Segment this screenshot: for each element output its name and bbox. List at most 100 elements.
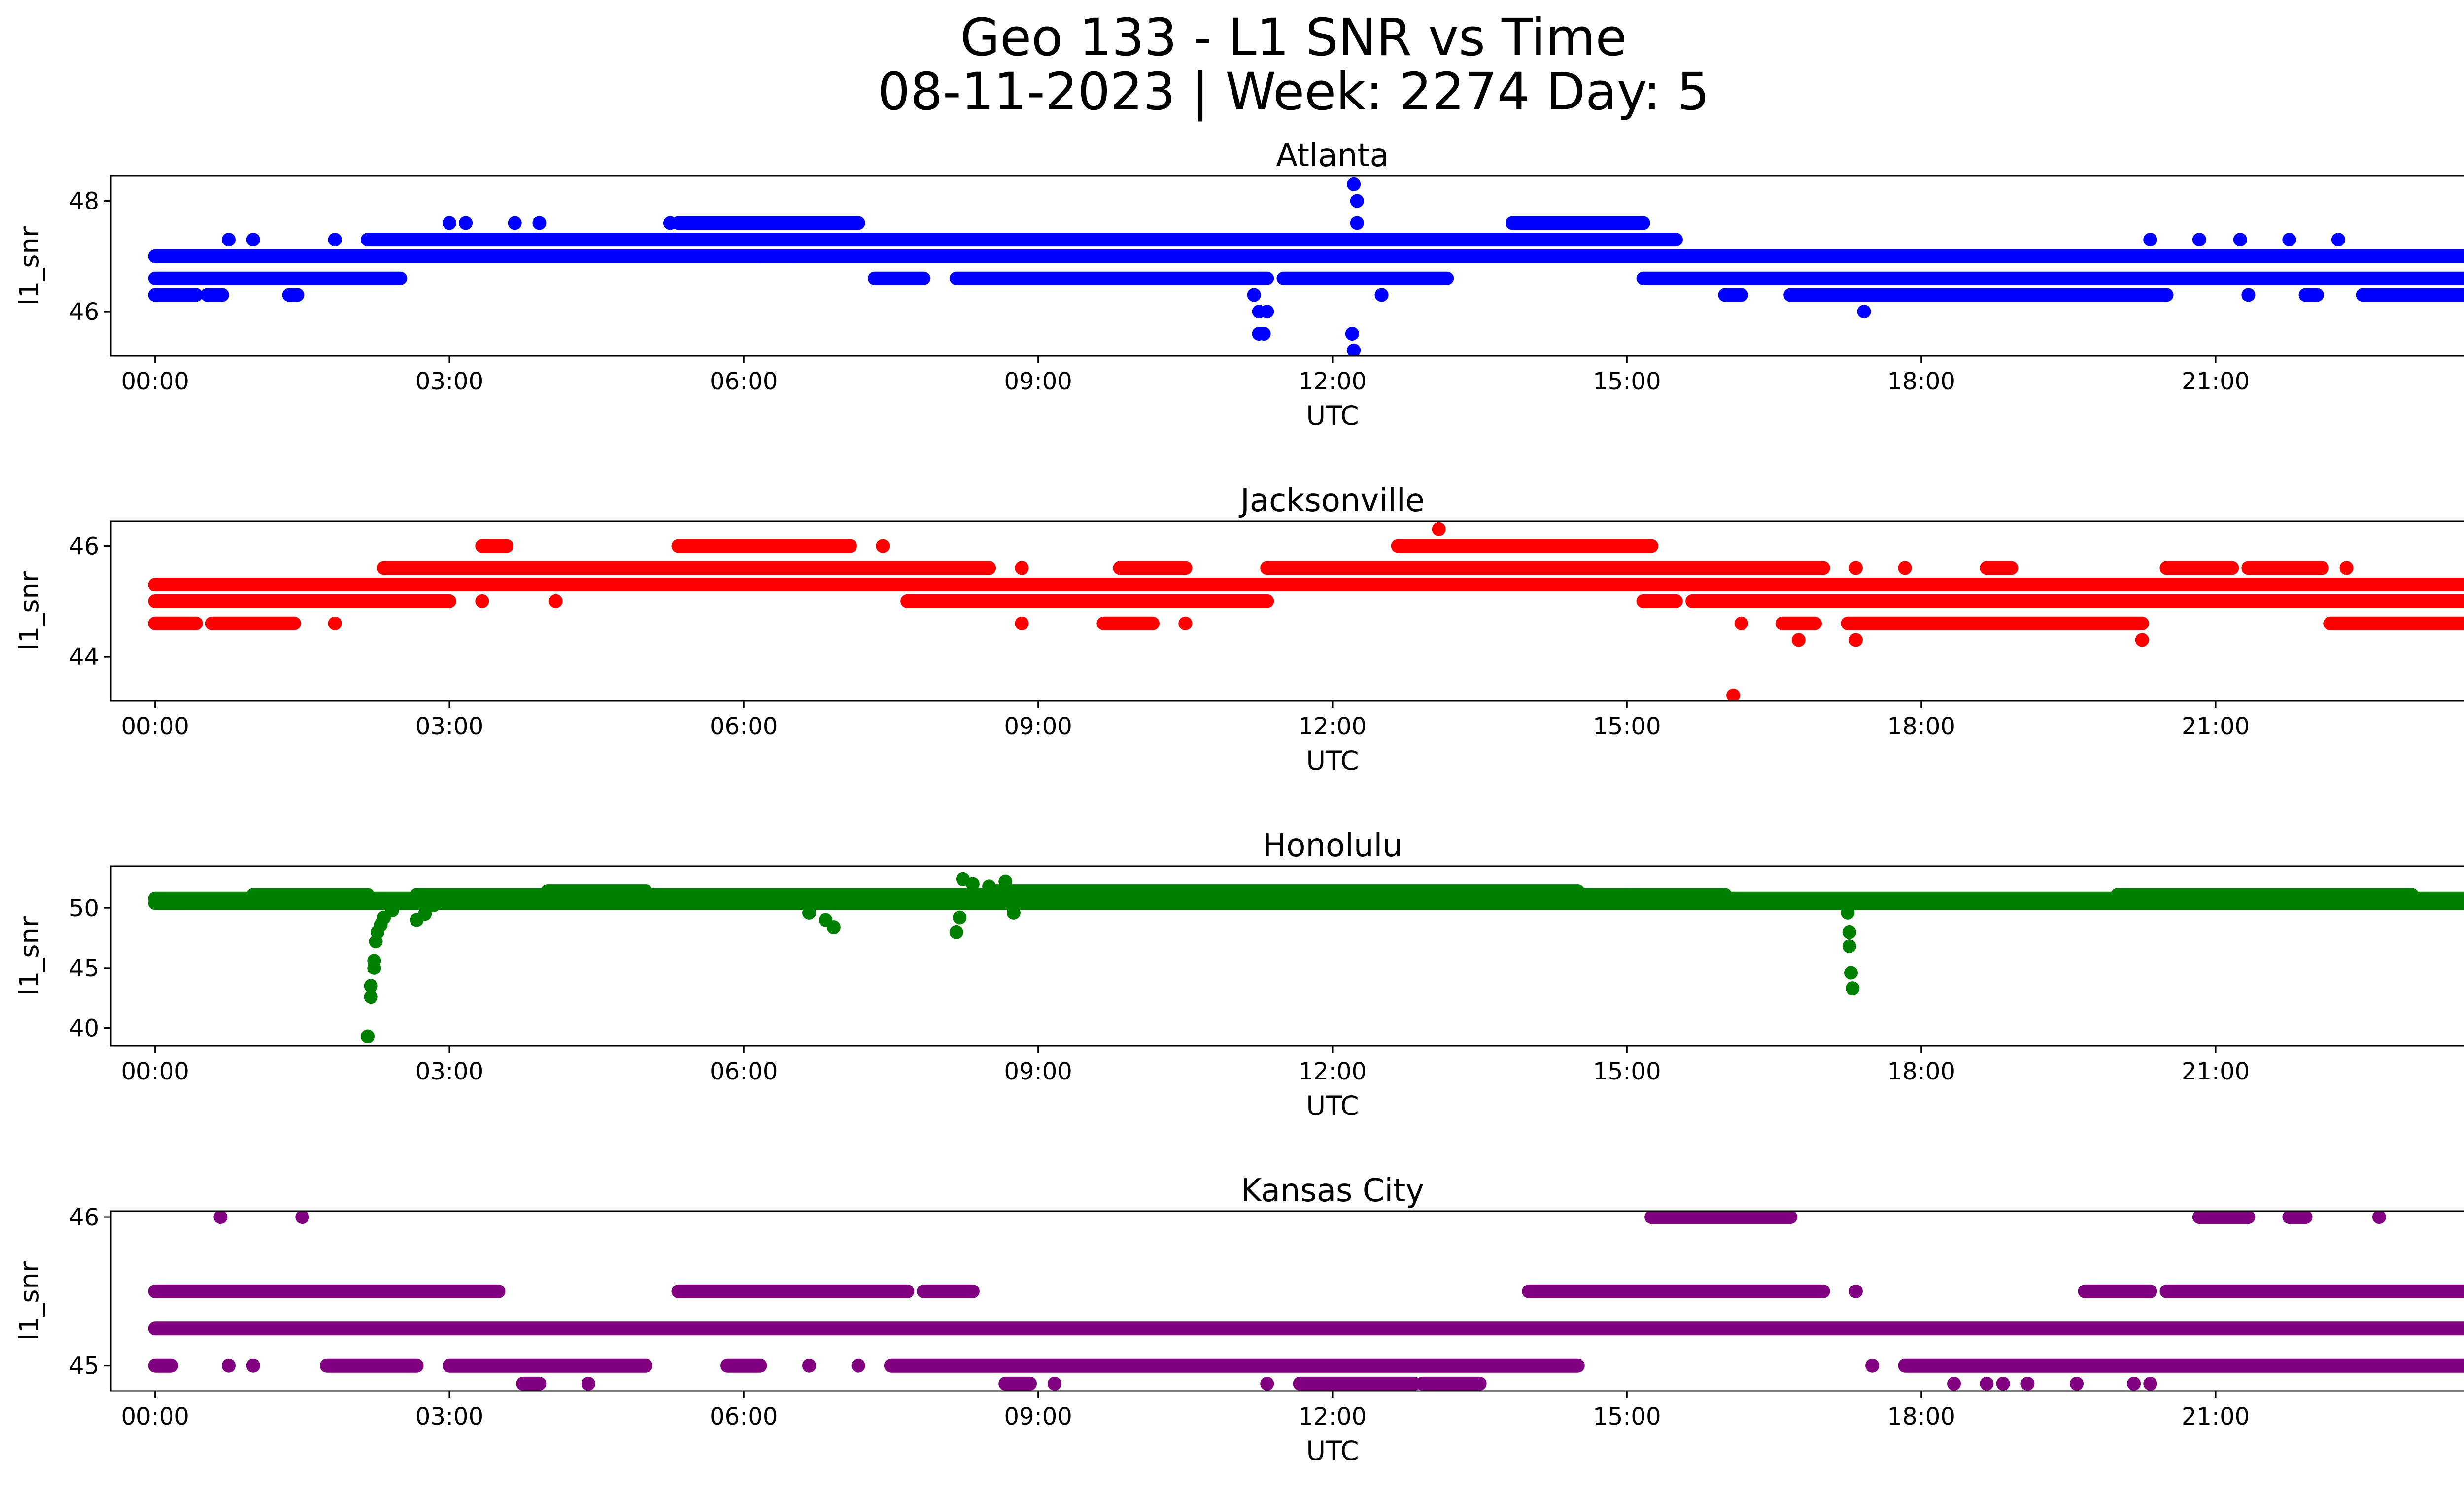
data-point <box>295 1211 309 1224</box>
data-point <box>1848 633 1863 647</box>
x-tick-label: 06:00 <box>710 713 778 740</box>
axes-frame <box>110 520 2464 702</box>
data-point <box>1347 177 1361 191</box>
x-tick-label: 18:00 <box>1887 1403 1955 1430</box>
x-tick-label: 18:00 <box>1887 368 1955 395</box>
data-point <box>426 899 440 913</box>
figure-title-line1: Geo 133 - L1 SNR vs Time <box>960 7 1627 68</box>
x-tick-label: 21:00 <box>2182 1058 2250 1085</box>
x-tick-label: 00:00 <box>121 368 189 395</box>
data-point <box>1432 522 1446 536</box>
y-tick-label: 46 <box>69 533 99 560</box>
data-point <box>1947 1376 1961 1391</box>
data-point <box>1980 1376 1994 1391</box>
subplot-atlanta: Atlanta 00:00 03:00 06:00 09:00 12:00 15:00 18:… <box>14 138 2464 431</box>
data-point <box>949 925 963 939</box>
data-point <box>2127 1376 2141 1391</box>
axes-frame <box>110 175 2464 357</box>
x-tick-label: 09:00 <box>1004 368 1072 395</box>
subplot-kansas-city: Kansas City 00:00 03:00 06:00 09:00 12:00 15:0… <box>14 1173 2464 1466</box>
data-point <box>1247 288 1261 302</box>
x-tick-label: 00:00 <box>121 1058 189 1085</box>
x-tick-label: 03:00 <box>415 368 483 395</box>
data-point <box>361 1029 375 1043</box>
data-point <box>1374 288 1389 302</box>
data-point <box>2020 1376 2035 1391</box>
data-point <box>246 233 260 247</box>
x-axis-label: UTC <box>1306 745 1359 776</box>
x-tick-label: 15:00 <box>1593 1058 1661 1085</box>
data-point <box>663 216 677 230</box>
x-tick-label: 15:00 <box>1593 713 1661 740</box>
data-point <box>1350 194 1364 208</box>
data-point <box>2233 233 2247 247</box>
data-point <box>508 216 522 230</box>
x-tick-label: 18:00 <box>1887 1058 1955 1085</box>
y-axis-label: l1_snr <box>14 226 45 306</box>
data-point <box>459 216 473 230</box>
x-tick-label: 09:00 <box>1004 1403 1072 1430</box>
data-point <box>2372 1211 2386 1224</box>
x-tick-label: 06:00 <box>710 368 778 395</box>
x-tick-label: 00:00 <box>121 1403 189 1430</box>
subplot-honolulu: Honolulu 00:00 03:00 06:00 09:00 12:00 15:00 18… <box>14 828 2464 1121</box>
data-point <box>364 990 378 1004</box>
subplots: Atlanta 00:00 03:00 06:00 09:00 12:00 15:00 18:… <box>14 138 2464 1466</box>
data-point <box>1726 688 1741 701</box>
data-point <box>221 233 236 247</box>
data-point <box>1842 925 1856 939</box>
y-tick-label: 48 <box>69 188 99 215</box>
x-axis-label: UTC <box>1306 1090 1359 1121</box>
x-tick-label: 21:00 <box>2182 713 2250 740</box>
x-tick-label: 21:00 <box>2182 1403 2250 1430</box>
x-tick-label: 15:00 <box>1593 1403 1661 1430</box>
data-point <box>1857 305 1871 319</box>
data-point <box>1841 905 1855 920</box>
data-point <box>2241 288 2256 302</box>
x-tick-label: 18:00 <box>1887 713 1955 740</box>
x-axis-label: UTC <box>1306 400 1359 431</box>
data-series <box>148 872 2464 1043</box>
data-point <box>965 877 980 891</box>
data-series <box>148 177 2464 356</box>
data-point <box>982 879 996 894</box>
data-point <box>2282 233 2296 247</box>
x-tick-label: 12:00 <box>1299 1403 1367 1430</box>
data-point <box>2069 1376 2084 1391</box>
data-point <box>328 233 342 247</box>
subplot-title: Honolulu <box>1263 828 1403 864</box>
y-axis-label: l1_snr <box>14 571 45 651</box>
data-point <box>1006 905 1021 920</box>
x-tick-label: 06:00 <box>710 1058 778 1085</box>
y-tick-label: 44 <box>69 643 99 671</box>
data-point <box>2143 233 2157 247</box>
data-point <box>532 216 547 230</box>
data-point <box>364 979 378 993</box>
data-point <box>1345 327 1359 341</box>
data-point <box>802 905 817 920</box>
subplot-title: Atlanta <box>1276 138 1389 174</box>
data-point <box>1791 633 1806 647</box>
subplot-title: Kansas City <box>1241 1173 1424 1209</box>
x-tick-label: 03:00 <box>415 713 483 740</box>
data-point <box>1846 981 1860 996</box>
x-tick-label: 06:00 <box>710 1403 778 1430</box>
x-tick-label: 12:00 <box>1299 713 1367 740</box>
subplot-title: Jacksonville <box>1238 483 1425 519</box>
data-series <box>148 522 2464 701</box>
data-point <box>442 216 456 230</box>
data-point <box>367 954 381 968</box>
data-point <box>826 920 841 935</box>
data-point <box>2192 233 2206 247</box>
data-point <box>1350 216 1364 230</box>
y-axis-label: l1_snr <box>14 916 45 996</box>
x-tick-label: 09:00 <box>1004 713 1072 740</box>
data-point <box>753 249 767 263</box>
data-point <box>2331 233 2345 247</box>
data-point <box>1347 343 1361 356</box>
x-tick-label: 21:00 <box>2182 368 2250 395</box>
data-series <box>148 1211 2464 1391</box>
data-point <box>998 874 1013 889</box>
data-point <box>2143 1376 2157 1391</box>
